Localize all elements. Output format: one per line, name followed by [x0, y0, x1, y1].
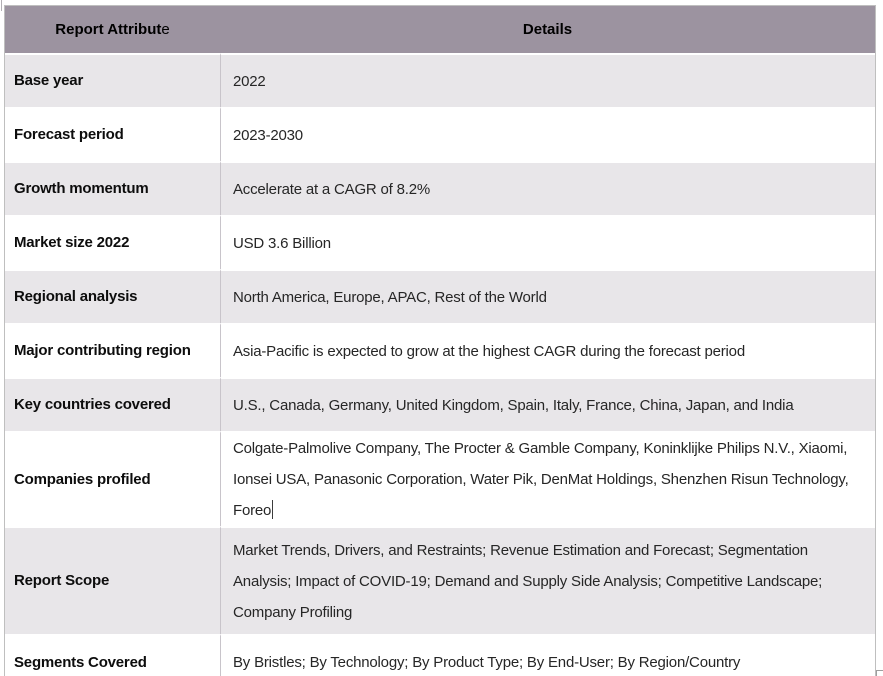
table-row-companies-profiled: Companies profiled Colgate-Palmolive Com… — [5, 431, 875, 526]
attribute-cell[interactable]: Market size 2022 — [5, 215, 220, 269]
report-attributes-table: Report Attribute Details Base year 2022 … — [4, 5, 876, 676]
attribute-label: Forecast period — [14, 126, 124, 143]
details-text: USD 3.6 Billion — [233, 234, 331, 252]
details-cell[interactable]: Market Trends, Drivers, and Restraints; … — [220, 526, 875, 634]
details-cell[interactable]: USD 3.6 Billion — [220, 215, 875, 269]
table-row-forecast-period: Forecast period 2023-2030 — [5, 107, 875, 161]
table-resize-handle[interactable] — [876, 670, 883, 676]
details-text: Asia-Pacific is expected to grow at the … — [233, 342, 745, 360]
header-cell-details[interactable]: Details — [220, 6, 875, 53]
details-cell[interactable]: Asia-Pacific is expected to grow at the … — [220, 323, 875, 377]
table-row-report-scope: Report Scope Market Trends, Drivers, and… — [5, 526, 875, 634]
details-cell[interactable]: U.S., Canada, Germany, United Kingdom, S… — [220, 377, 875, 431]
attribute-label: Growth momentum — [14, 180, 149, 197]
attribute-label: Key countries covered — [14, 396, 171, 413]
table-row-major-contributing-region: Major contributing region Asia-Pacific i… — [5, 323, 875, 377]
attribute-cell[interactable]: Segments Covered — [5, 634, 220, 676]
details-text: 2023-2030 — [233, 126, 303, 144]
attribute-cell[interactable]: Growth momentum — [5, 161, 220, 215]
attribute-label: Major contributing region — [14, 342, 191, 359]
details-cell[interactable]: 2022 — [220, 53, 875, 107]
details-text: Accelerate at a CAGR of 8.2% — [233, 180, 430, 198]
attribute-cell[interactable]: Regional analysis — [5, 269, 220, 323]
attribute-cell[interactable]: Forecast period — [5, 107, 220, 161]
header-label-details: Details — [522, 21, 573, 38]
details-cell[interactable]: North America, Europe, APAC, Rest of the… — [220, 269, 875, 323]
attribute-cell[interactable]: Companies profiled — [5, 431, 220, 526]
details-text: By Bristles; By Technology; By Product T… — [233, 654, 741, 671]
details-text: Market Trends, Drivers, and Restraints; … — [233, 541, 823, 621]
attribute-cell[interactable]: Key countries covered — [5, 377, 220, 431]
details-text: U.S., Canada, Germany, United Kingdom, S… — [233, 396, 794, 414]
table-row-key-countries: Key countries covered U.S., Canada, Germ… — [5, 377, 875, 431]
details-cell[interactable]: Colgate-Palmolive Company, The Procter &… — [220, 431, 875, 526]
details-text: 2022 — [233, 72, 266, 90]
attribute-label: Base year — [14, 72, 84, 89]
table-body: Base year 2022 Forecast period 2023-2030… — [5, 53, 875, 676]
header-row: Report Attribute Details — [5, 6, 875, 53]
header-label-report-attribute-tail: e — [161, 21, 170, 38]
attribute-label: Regional analysis — [14, 288, 138, 305]
header-label-report-attribute: Report Attribut — [55, 21, 162, 38]
details-cell[interactable]: 2023-2030 — [220, 107, 875, 161]
table-row-growth-momentum: Growth momentum Accelerate at a CAGR of … — [5, 161, 875, 215]
table-row-market-size: Market size 2022 USD 3.6 Billion — [5, 215, 875, 269]
header-cell-report-attribute[interactable]: Report Attribute — [5, 6, 220, 53]
attribute-cell[interactable]: Base year — [5, 53, 220, 107]
attribute-label: Companies profiled — [14, 470, 151, 488]
details-cell[interactable]: By Bristles; By Technology; By Product T… — [220, 634, 875, 676]
attribute-cell[interactable]: Report Scope — [5, 526, 220, 634]
attribute-label: Report Scope — [14, 572, 110, 589]
attribute-label: Segments Covered — [14, 653, 147, 671]
attribute-label: Market size 2022 — [14, 234, 130, 251]
text-cursor — [272, 500, 274, 519]
page-edge-artifact — [1, 0, 2, 11]
table-row-regional-analysis: Regional analysis North America, Europe,… — [5, 269, 875, 323]
details-text: North America, Europe, APAC, Rest of the… — [233, 288, 547, 306]
details-cell[interactable]: Accelerate at a CAGR of 8.2% — [220, 161, 875, 215]
details-text: Colgate-Palmolive Company, The Procter &… — [233, 440, 849, 519]
table-row-base-year: Base year 2022 — [5, 53, 875, 107]
attribute-cell[interactable]: Major contributing region — [5, 323, 220, 377]
table-row-segments-covered: Segments Covered By Bristles; By Technol… — [5, 634, 875, 676]
table-header: Report Attribute Details — [5, 6, 875, 53]
